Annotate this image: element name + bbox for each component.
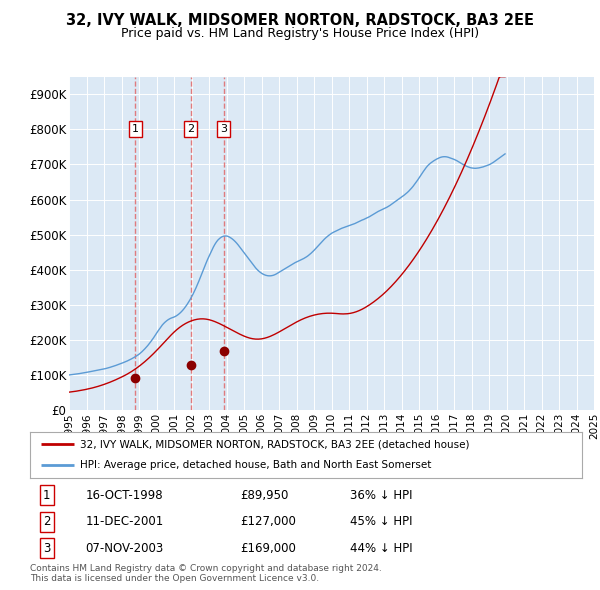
Text: 2: 2: [43, 515, 50, 528]
Text: HPI: Average price, detached house, Bath and North East Somerset: HPI: Average price, detached house, Bath…: [80, 460, 431, 470]
Text: £169,000: £169,000: [240, 542, 296, 555]
Text: Price paid vs. HM Land Registry's House Price Index (HPI): Price paid vs. HM Land Registry's House …: [121, 27, 479, 40]
Text: 07-NOV-2003: 07-NOV-2003: [85, 542, 163, 555]
Text: 36% ↓ HPI: 36% ↓ HPI: [350, 489, 413, 502]
Text: 3: 3: [43, 542, 50, 555]
Text: 1: 1: [43, 489, 50, 502]
Text: 11-DEC-2001: 11-DEC-2001: [85, 515, 163, 528]
Text: 32, IVY WALK, MIDSOMER NORTON, RADSTOCK, BA3 2EE: 32, IVY WALK, MIDSOMER NORTON, RADSTOCK,…: [66, 13, 534, 28]
Text: 45% ↓ HPI: 45% ↓ HPI: [350, 515, 413, 528]
Text: 2: 2: [187, 124, 194, 135]
Text: 1: 1: [132, 124, 139, 135]
Text: Contains HM Land Registry data © Crown copyright and database right 2024.
This d: Contains HM Land Registry data © Crown c…: [30, 564, 382, 584]
Text: 32, IVY WALK, MIDSOMER NORTON, RADSTOCK, BA3 2EE (detached house): 32, IVY WALK, MIDSOMER NORTON, RADSTOCK,…: [80, 440, 469, 450]
Text: £89,950: £89,950: [240, 489, 288, 502]
Text: £127,000: £127,000: [240, 515, 296, 528]
Text: 44% ↓ HPI: 44% ↓ HPI: [350, 542, 413, 555]
Text: 3: 3: [220, 124, 227, 135]
Text: 16-OCT-1998: 16-OCT-1998: [85, 489, 163, 502]
